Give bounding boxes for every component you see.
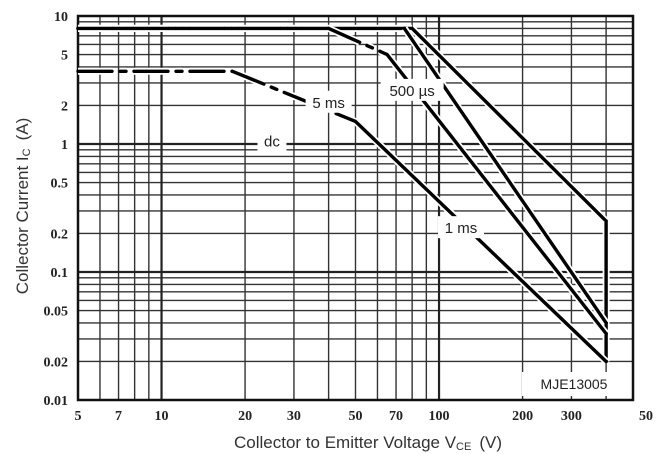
series-label-bg [380, 78, 444, 101]
x-tick-labels: 5 7 10 20 30 50 70 100 200 300 50 [75, 409, 654, 424]
series-label: dc [264, 133, 280, 150]
y-axis-title-sub: C [21, 148, 33, 156]
y-tick-label: 1 [61, 138, 68, 153]
series-group [76, 24, 610, 364]
series-segment [410, 26, 608, 223]
series-segment [353, 119, 608, 364]
y-tick-label: 0.02 [44, 355, 69, 370]
series-label-bg [438, 216, 485, 239]
x-tick-label: 20 [238, 409, 252, 424]
x-tick-label: 300 [561, 409, 582, 424]
x-axis-title-sub: CE [456, 441, 471, 453]
y-tick-label: 0.1 [51, 266, 69, 281]
series-segment [326, 26, 389, 57]
y-axis-title: Collector Current IC(A) [13, 118, 33, 295]
y-tick-labels: 0.01 0.02 0.05 0.1 0.2 0.5 1 2 5 10 [44, 10, 69, 409]
part-number-label: MJE13005 [541, 376, 608, 392]
series-segment [402, 26, 608, 325]
x-tick-label: 200 [512, 409, 533, 424]
x-tick-label: 10 [155, 409, 169, 424]
y-tick-label: 0.2 [51, 227, 69, 242]
plot-frame [76, 14, 635, 402]
x-tick-label: 5 [75, 409, 82, 424]
series-label-bg [257, 129, 287, 152]
x-axis-title: Collector to Emitter Voltage VCE (V) [234, 433, 502, 453]
y-tick-label: 10 [54, 10, 68, 25]
x-tick-label: 70 [389, 409, 403, 424]
x-tick-label: 100 [429, 409, 450, 424]
series-label: 5 ms [312, 95, 345, 112]
part-number-box: MJE13005 [522, 372, 626, 396]
x-tick-label: 7 [115, 409, 122, 424]
x-tick-label: 30 [287, 409, 301, 424]
y-tick-label: 0.01 [44, 394, 69, 409]
series-segment [385, 52, 608, 336]
x-tick-label: 50 [349, 409, 363, 424]
series-labels: 500 µs 1 ms 5 ms dc [257, 78, 485, 239]
series-label: 1 ms [445, 220, 478, 237]
series-label-bg [305, 90, 352, 113]
y-tick-label: 0.05 [44, 305, 69, 320]
y-tick-label: 0.5 [51, 177, 69, 192]
series-segment [230, 69, 358, 124]
y-tick-label: 2 [61, 99, 68, 114]
series-label: 500 µs [389, 83, 434, 100]
x-tick-label: 50 [639, 409, 653, 424]
y-tick-label: 5 [61, 49, 68, 64]
